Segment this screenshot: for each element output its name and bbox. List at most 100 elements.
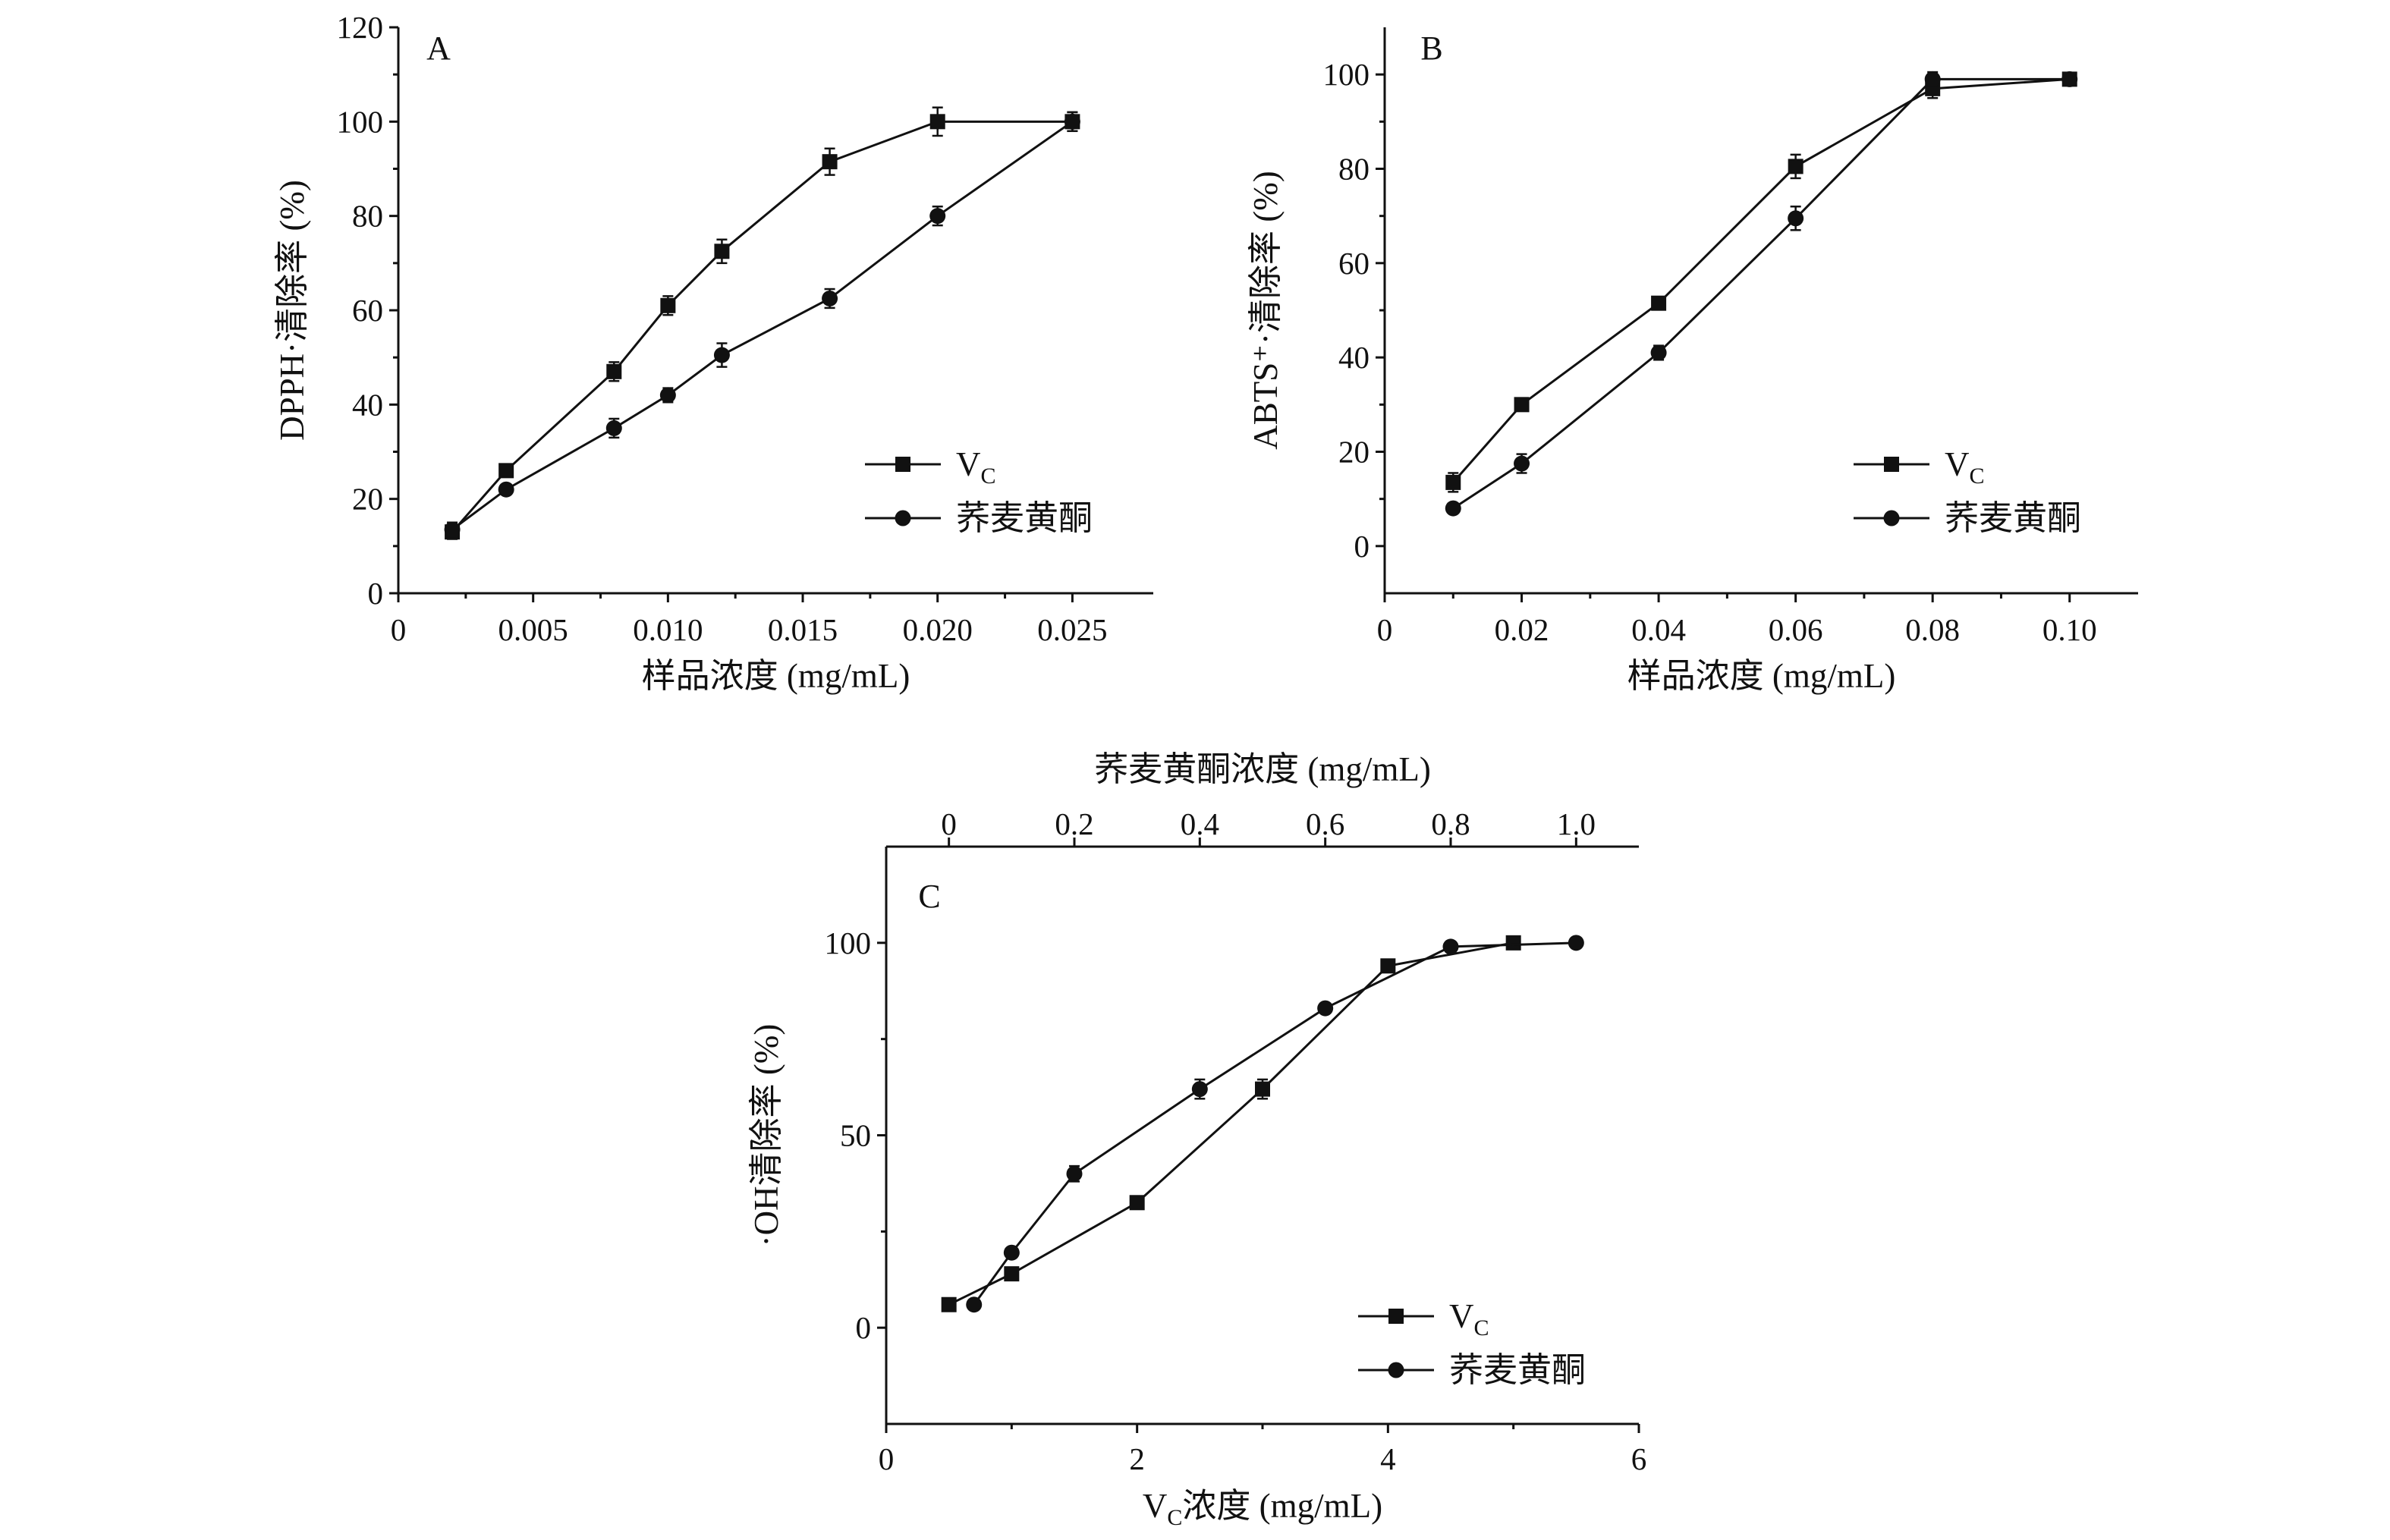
legend-label-vc-main: V	[956, 445, 981, 483]
legend-label-vc-main: V	[1449, 1297, 1474, 1335]
x2-tick-label: 0.4	[1181, 806, 1219, 841]
legend-label-vc: VC	[1945, 445, 1985, 489]
y-axis-title: ABTS⁺·清除率 (%)	[1247, 171, 1285, 449]
x-axis-title-sub: C	[1167, 1505, 1182, 1530]
data-point-square	[1788, 159, 1804, 174]
data-point-circle	[1003, 1244, 1020, 1261]
y-tick-label: 80	[352, 199, 383, 234]
legend-label-vc: VC	[1449, 1297, 1489, 1340]
y-tick-label: 100	[337, 104, 384, 139]
data-point-circle	[929, 208, 946, 225]
legend-label-vc: VC	[956, 445, 996, 489]
legend-marker-square	[895, 457, 910, 472]
data-point-square	[1004, 1266, 1020, 1282]
x-tick-label: 6	[1631, 1441, 1647, 1476]
y-tick-label: 0	[856, 1310, 872, 1345]
data-point-circle	[1788, 210, 1804, 227]
data-point-square	[1129, 1195, 1145, 1211]
x-tick-label: 0.005	[498, 612, 568, 647]
data-point-circle	[1568, 935, 1584, 951]
chart-panel-a: 0 0.005 0.010 0.015 0.020 0.025 0 20 40 60 80 100 12…	[273, 10, 1153, 695]
data-point-square	[941, 1296, 957, 1312]
data-point-circle	[822, 290, 838, 306]
x2-tick-label: 0.2	[1055, 806, 1093, 841]
data-point-square	[606, 363, 622, 379]
data-point-circle	[1066, 1165, 1083, 1182]
x-tick-label: 0.010	[633, 612, 703, 647]
x-tick-label: 0.02	[1495, 612, 1549, 647]
series-line-1	[1452, 77, 2070, 510]
data-point-square	[1445, 474, 1461, 490]
panel-letter: C	[918, 878, 940, 915]
x-tick-label: 2	[1129, 1441, 1145, 1476]
panel-letter: B	[1420, 30, 1442, 67]
panel-letter: A	[426, 30, 451, 67]
legend-label-flavonoid: 荞麦黄酮	[956, 499, 1093, 537]
y-tick-label: 60	[352, 293, 383, 328]
y-tick-label: 0	[1354, 529, 1370, 564]
data-point-circle	[1924, 71, 1941, 87]
y-tick-label: 20	[352, 482, 383, 517]
series-line-0	[1452, 77, 2070, 483]
x-tick-label: 0	[391, 612, 407, 647]
legend-marker-circle	[1388, 1362, 1404, 1378]
x-tick-label: 0.025	[1037, 612, 1107, 647]
y-tick-label: 120	[337, 10, 384, 45]
series-line-0	[948, 941, 1514, 1306]
x-tick-label: 4	[1380, 1441, 1396, 1476]
y-tick-label: 40	[352, 387, 383, 422]
legend-marker-circle	[1883, 510, 1900, 526]
data-point-circle	[966, 1296, 983, 1313]
y-axis-title: ·OH清除率 (%)	[747, 1024, 785, 1247]
x-tick-label: 0.06	[1769, 612, 1823, 647]
data-point-circle	[498, 481, 514, 498]
data-point-square	[1514, 397, 1530, 413]
x-tick-label: 0.10	[2043, 612, 2097, 647]
chart-panel-b: 0 0.02 0.04 0.06 0.08 0.10 0 20 40 60 80 100 样品浓度 (m…	[1247, 27, 2138, 695]
data-point-circle	[1445, 500, 1461, 517]
legend-marker-square	[1884, 457, 1899, 472]
y-tick-label: 100	[825, 926, 872, 960]
data-point-square	[1380, 958, 1396, 974]
x-axis-title: VC浓度 (mg/mL)	[1143, 1487, 1382, 1530]
series-line-0	[451, 120, 1073, 533]
y-tick-label: 0	[368, 576, 384, 611]
data-point-square	[714, 244, 730, 259]
legend-label-vc-sub: C	[1474, 1315, 1489, 1340]
data-point-square	[1651, 295, 1667, 311]
series-line-1	[973, 941, 1577, 1306]
data-point-circle	[605, 420, 622, 436]
x-tick-label: 0.08	[1905, 612, 1960, 647]
x2-tick-label: 0.6	[1306, 806, 1344, 841]
legend-label-vc-sub: C	[981, 464, 996, 489]
data-point-square	[929, 114, 945, 130]
data-point-square	[1505, 935, 1521, 951]
data-point-circle	[1514, 455, 1530, 472]
chart-panel-c: 0 2 4 6 0 50 100 0 0.2 0.4 0.6 0.8 1.0 荞麦黄酮浓度 (mg/mL)…	[747, 750, 1646, 1530]
y-tick-label: 50	[840, 1118, 871, 1153]
legend-marker-circle	[895, 510, 911, 526]
y-tick-label: 20	[1338, 435, 1370, 470]
data-point-square	[498, 463, 514, 479]
legend-marker-square	[1388, 1309, 1404, 1324]
legend-label-vc-main: V	[1945, 445, 1970, 483]
x-axis-title-text: 浓度 (mg/mL)	[1182, 1487, 1382, 1525]
x-tick-label: 0.04	[1631, 612, 1686, 647]
data-point-circle	[1442, 938, 1459, 955]
y-tick-label: 40	[1338, 340, 1370, 375]
data-point-circle	[444, 521, 461, 538]
x-tick-label: 0.015	[768, 612, 838, 647]
series-line-1	[451, 121, 1074, 531]
x-tick-label: 0	[879, 1441, 895, 1476]
data-point-circle	[1650, 344, 1667, 361]
x-axis-title-prefix: V	[1143, 1487, 1168, 1525]
y-axis-title: DPPH·清除率 (%)	[273, 180, 311, 441]
y-tick-label: 100	[1323, 57, 1370, 92]
legend-label-flavonoid: 荞麦黄酮	[1449, 1351, 1586, 1389]
data-point-circle	[2061, 71, 2078, 87]
data-point-square	[1255, 1081, 1270, 1097]
legend-label-flavonoid: 荞麦黄酮	[1945, 499, 2081, 537]
x2-axis-title: 荞麦黄酮浓度 (mg/mL)	[1094, 750, 1431, 788]
x-tick-label: 0	[1377, 612, 1393, 647]
